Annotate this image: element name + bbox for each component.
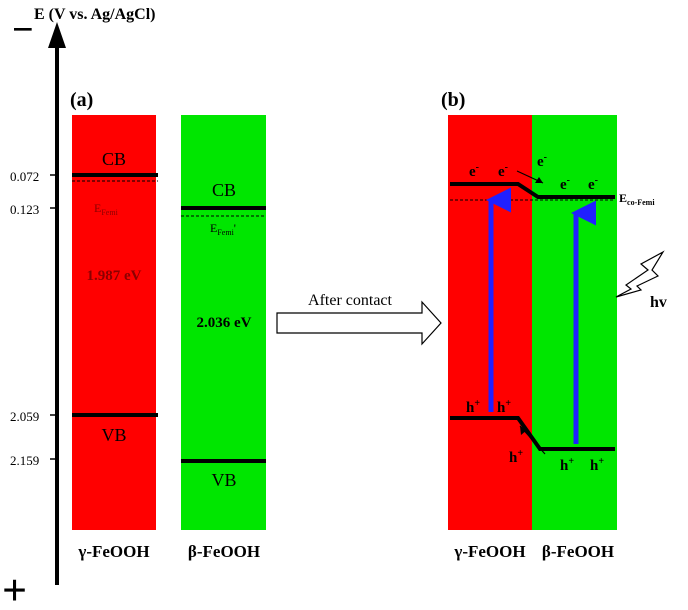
axis-minus-sign: − bbox=[12, 9, 34, 51]
hole-label: h+ bbox=[509, 448, 523, 466]
co-fermi-label: Eco-Femi bbox=[619, 191, 655, 207]
heterojunction-block: e- e- e- e- e- Eco-Femi h+ h+ h+ h+ h+ γ… bbox=[448, 115, 655, 561]
electron-label: e- bbox=[588, 175, 598, 193]
hole-labels: h+ h+ h+ h+ h+ bbox=[466, 398, 604, 474]
beta-feooh-block: CB EFemi' 2.036 eV VB β-FeOOH bbox=[181, 115, 266, 561]
junction-vb-line bbox=[450, 416, 615, 451]
gamma-feooh-block: CB EFemi 1.987 eV VB γ-FeOOH bbox=[72, 115, 158, 561]
gamma-fermi-label: EFemi bbox=[94, 201, 119, 217]
electron-label: e- bbox=[560, 175, 570, 193]
axis-label: E (V vs. Ag/AgCl) bbox=[34, 6, 156, 23]
beta-cb-label: CB bbox=[212, 180, 236, 200]
hole-label: h+ bbox=[466, 398, 480, 416]
electron-label: e- bbox=[537, 152, 547, 170]
junction-gamma-name: γ-FeOOH bbox=[453, 542, 525, 561]
tick-label-0072: 0.072 bbox=[10, 169, 39, 184]
gamma-vb-label: VB bbox=[101, 425, 126, 445]
after-contact-arrow: After contact bbox=[276, 292, 442, 346]
tick-label-0123: 0.123 bbox=[10, 202, 39, 217]
panel-b-label: (b) bbox=[441, 89, 465, 111]
junction-beta-name: β-FeOOH bbox=[542, 542, 614, 561]
hole-label: h+ bbox=[560, 456, 574, 474]
gamma-gap-label: 1.987 eV bbox=[87, 268, 142, 284]
beta-vb-label: VB bbox=[211, 470, 236, 490]
tick-label-2159: 2.159 bbox=[10, 453, 39, 468]
junction-cb-line bbox=[450, 182, 615, 199]
light-label: hv bbox=[650, 294, 667, 311]
electron-labels: e- e- e- e- e- bbox=[469, 152, 598, 193]
gamma-name-label: γ-FeOOH bbox=[77, 542, 149, 561]
beta-name-label: β-FeOOH bbox=[188, 542, 260, 561]
hole-label: h+ bbox=[590, 456, 604, 474]
beta-gap-label: 2.036 eV bbox=[197, 315, 252, 331]
gamma-band-rect bbox=[72, 115, 156, 530]
tick-label-2059: 2.059 bbox=[10, 409, 39, 424]
electron-label: e- bbox=[498, 162, 508, 180]
after-contact-label: After contact bbox=[308, 292, 393, 309]
axis-plus-sign: + bbox=[2, 566, 27, 610]
energy-axis: E (V vs. Ag/AgCl) − + 0.072 0.123 2.059 … bbox=[2, 6, 156, 610]
panel-a-label: (a) bbox=[70, 89, 93, 111]
hole-label: h+ bbox=[497, 398, 511, 416]
electron-label: e- bbox=[469, 162, 479, 180]
beta-fermi-label: EFemi' bbox=[210, 221, 236, 237]
gamma-cb-label: CB bbox=[102, 149, 126, 169]
axis-arrowhead bbox=[48, 22, 66, 48]
lightning-icon bbox=[615, 250, 665, 298]
